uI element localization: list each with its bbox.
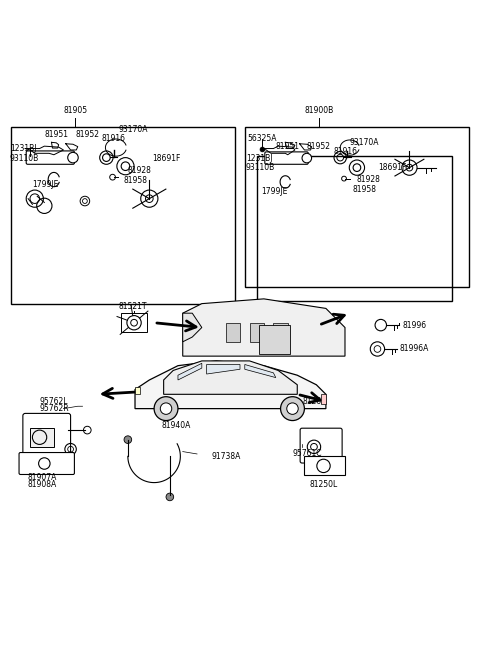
Bar: [257, 156, 452, 301]
Bar: [274, 323, 288, 342]
FancyBboxPatch shape: [265, 152, 308, 164]
Text: 1231BJ: 1231BJ: [10, 144, 36, 153]
Text: 81905: 81905: [63, 106, 87, 115]
Polygon shape: [245, 364, 276, 378]
Circle shape: [287, 403, 298, 415]
Text: 1231BJ: 1231BJ: [246, 153, 272, 162]
Polygon shape: [178, 364, 202, 380]
Text: 93170A: 93170A: [118, 125, 148, 134]
Bar: [304, 457, 345, 476]
Bar: [11, 127, 235, 304]
Circle shape: [308, 398, 315, 405]
Bar: [226, 323, 240, 342]
Polygon shape: [183, 299, 345, 356]
Polygon shape: [135, 387, 140, 394]
Text: 81928: 81928: [128, 166, 152, 174]
Polygon shape: [183, 313, 202, 342]
Text: 81250L: 81250L: [309, 481, 337, 489]
Circle shape: [281, 397, 304, 421]
Circle shape: [260, 147, 265, 152]
Text: 56325A: 56325A: [247, 134, 276, 143]
Text: 81958: 81958: [352, 185, 376, 194]
Text: 81928: 81928: [357, 175, 381, 184]
Text: 95762R: 95762R: [39, 404, 69, 413]
Text: 93170A: 93170A: [350, 138, 379, 147]
Text: 1799JE: 1799JE: [33, 180, 59, 189]
Text: 91738A: 91738A: [211, 452, 241, 461]
Text: 18691F: 18691F: [378, 163, 407, 172]
Text: 81900B: 81900B: [304, 106, 334, 115]
Text: 81996: 81996: [402, 320, 426, 329]
Text: 81907A: 81907A: [28, 474, 57, 482]
Text: 81262: 81262: [302, 397, 326, 406]
Text: 93110B: 93110B: [246, 163, 275, 172]
Text: 81952: 81952: [307, 141, 331, 151]
Text: 81996A: 81996A: [400, 345, 429, 354]
Text: 81940A: 81940A: [161, 421, 191, 430]
Text: 93110B: 93110B: [10, 153, 39, 162]
Text: 81916: 81916: [333, 147, 357, 157]
Polygon shape: [164, 361, 297, 394]
Bar: [120, 313, 147, 332]
Bar: [30, 428, 54, 447]
Circle shape: [166, 493, 174, 500]
Circle shape: [160, 403, 172, 415]
Circle shape: [154, 397, 178, 421]
FancyBboxPatch shape: [19, 453, 74, 474]
Circle shape: [124, 436, 132, 443]
Text: 81958: 81958: [123, 176, 147, 185]
Circle shape: [68, 153, 78, 163]
FancyBboxPatch shape: [26, 151, 74, 164]
Bar: [250, 323, 264, 342]
Polygon shape: [206, 364, 240, 374]
Text: 18691F: 18691F: [152, 153, 180, 162]
Text: 81951: 81951: [44, 130, 68, 139]
Polygon shape: [135, 361, 326, 409]
Text: 81521T: 81521T: [119, 302, 147, 310]
Text: 81951: 81951: [276, 141, 300, 151]
Text: 81908A: 81908A: [28, 481, 57, 489]
Text: 81916: 81916: [102, 134, 126, 143]
Circle shape: [302, 153, 312, 163]
Polygon shape: [321, 394, 326, 404]
Text: 95761C: 95761C: [292, 449, 322, 458]
Text: 95762L: 95762L: [39, 397, 68, 406]
FancyBboxPatch shape: [300, 428, 342, 463]
Text: 81952: 81952: [75, 130, 99, 139]
FancyBboxPatch shape: [23, 413, 71, 458]
Bar: [259, 325, 290, 354]
Bar: [245, 127, 469, 287]
Text: 1799JE: 1799JE: [262, 187, 288, 196]
